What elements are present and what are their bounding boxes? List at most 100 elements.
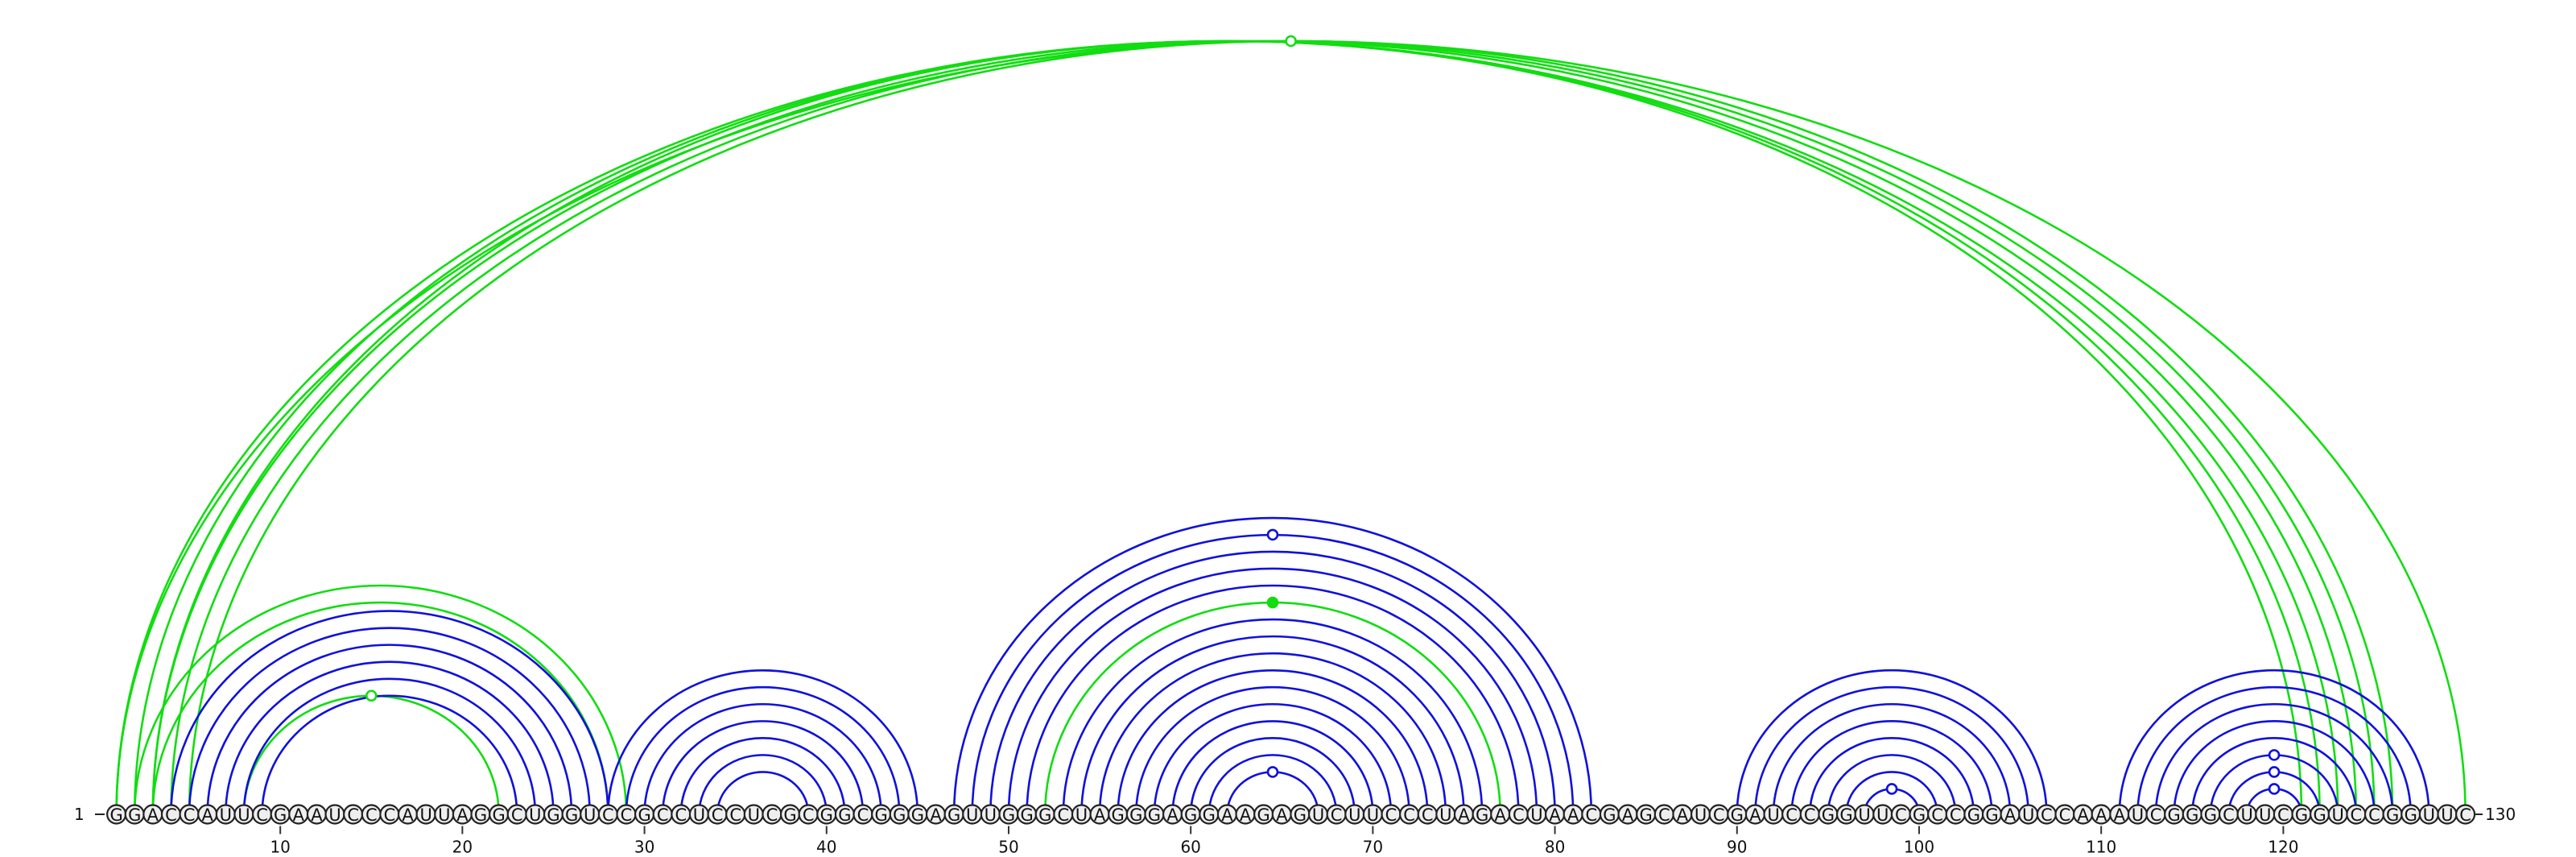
nucleotide-letter: U (237, 805, 250, 825)
nucleotide-60: G (1180, 804, 1201, 825)
nucleotide-124: C (2346, 804, 2367, 825)
nucleotide-letter: A (1549, 805, 1561, 825)
nucleotide-letter: U (584, 805, 596, 825)
nucleotide-91: A (1744, 804, 1765, 825)
nucleotide-92: U (1763, 804, 1784, 825)
nucleotide-34: C (707, 804, 728, 825)
nucleotide-114: G (2164, 804, 2185, 825)
nucleotide-98: U (1872, 804, 1893, 825)
nucleotide-28: C (597, 804, 618, 825)
nucleotide-14: C (343, 804, 364, 825)
nucleotide-letter: U (693, 805, 705, 825)
nucleotide-65: A (1271, 804, 1292, 825)
base-pair-arc-33-40 (698, 754, 828, 815)
nucleotide-letter: C (766, 805, 778, 825)
nucleotide-66: G (1290, 804, 1311, 825)
nucleotide-letter: U (220, 805, 232, 825)
base-pair-arc-96-101 (1845, 771, 1938, 815)
nucleotide-29: C (616, 804, 637, 825)
tick-label-90: 90 (1727, 838, 1747, 857)
nucleotide-letter: A (930, 805, 942, 825)
arc-marker-8 (2268, 766, 2281, 778)
nucleotide-letter: A (1276, 805, 1288, 825)
nucleotide-letter: C (2351, 805, 2363, 825)
nucleotide-letter: G (565, 805, 578, 825)
nucleotide-84: A (1617, 804, 1638, 825)
nucleotide-letter: G (838, 805, 851, 825)
nucleotide-letter: C (857, 805, 869, 825)
nucleotide-letter: U (2022, 805, 2034, 825)
nucleotide-letter: A (2095, 805, 2107, 825)
nucleotide-77: A (1490, 804, 1511, 825)
tick-label-110: 110 (2086, 838, 2116, 857)
nucleotide-letter: U (1367, 805, 1379, 825)
nucleotide-letter: C (1403, 805, 1415, 825)
nucleotide-129: U (2437, 804, 2458, 825)
base-pair-arc-3-121 (151, 39, 2303, 815)
arc-marker-3 (1266, 528, 1279, 541)
nucleotide-letter: C (365, 805, 378, 825)
nucleotide-letter: U (328, 805, 341, 825)
nucleotide-letter: U (2259, 805, 2271, 825)
nucleotide-letter: A (1240, 805, 1252, 825)
arcs-layer (115, 39, 2467, 815)
nucleotide-26: G (561, 804, 582, 825)
nucleotide-90: G (1727, 804, 1748, 825)
base-pair-arc-95-102 (1827, 754, 1957, 815)
base-pair-arc-114-125 (2173, 720, 2376, 815)
base-pair-arc-58-71 (1153, 702, 1393, 815)
nucleotide-letter: U (529, 805, 541, 825)
nucleotide-letter: G (547, 805, 559, 825)
base-pair-arc-5-126 (188, 39, 2394, 815)
tick-label-60: 60 (1180, 838, 1200, 857)
nucleotide-letter: G (1294, 805, 1307, 825)
nucleotide-89: C (1708, 804, 1729, 825)
nucleotide-letter: A (1749, 805, 1761, 825)
nucleotide-letter: A (1622, 805, 1634, 825)
nucleotide-118: U (2236, 804, 2257, 825)
nucleotide-107: C (2036, 804, 2057, 825)
nucleotide-letter: A (1677, 805, 1689, 825)
nucleotide-letter: C (2459, 805, 2471, 825)
nucleotide-43: G (871, 804, 892, 825)
nucleotide-70: U (1362, 804, 1383, 825)
nucleotide-21: G (470, 804, 491, 825)
nucleotide-letter: C (729, 805, 741, 825)
nucleotide-113: C (2145, 804, 2166, 825)
nucleotide-51: G (1016, 804, 1038, 825)
nucleotide-letter: G (1002, 805, 1015, 825)
nucleotide-letter: G (2405, 805, 2417, 825)
base-pair-arc-54-75 (1080, 635, 1465, 815)
start-label: 1 (74, 805, 85, 824)
nucleotide-letter: A (2077, 805, 2089, 825)
base-pair-arc-3-124 (151, 39, 2358, 815)
nucleotide-letter: C (2277, 805, 2289, 825)
nucleotide-letter: G (1603, 805, 1616, 825)
nucleotide-letter: C (347, 805, 359, 825)
nucleotide-72: C (1399, 804, 1420, 825)
nucleotide-33: U (688, 804, 710, 825)
base-pair-arc-90-107 (1736, 669, 2048, 815)
nucleotide-letter: C (511, 805, 523, 825)
nucleotide-letter: C (1058, 805, 1070, 825)
nucleotide-letter: A (402, 805, 414, 825)
nucleotide-38: G (779, 804, 801, 825)
tick-label-50: 50 (998, 838, 1018, 857)
nucleotide-96: G (1835, 804, 1857, 825)
nucleotide-letter: A (1458, 805, 1470, 825)
base-pair-arc-3-28 (151, 601, 609, 815)
nucleotide-75: A (1453, 804, 1475, 825)
nucleotide-24: U (525, 804, 546, 825)
nucleotide-16: C (379, 804, 400, 825)
nucleotide-letter: A (1166, 805, 1179, 825)
nucleotide-101: C (1927, 804, 1948, 825)
nucleotide-letter: U (438, 805, 450, 825)
base-pair-arc-94-103 (1808, 737, 1975, 815)
nucleotide-letter: C (384, 805, 396, 825)
nucleotide-letter: C (2368, 805, 2380, 825)
arc-marker-2 (365, 689, 378, 702)
nucleotide-letter: C (1950, 805, 1962, 825)
nucleotide-102: C (1945, 804, 1966, 825)
nucleotide-letter: G (1985, 805, 1998, 825)
